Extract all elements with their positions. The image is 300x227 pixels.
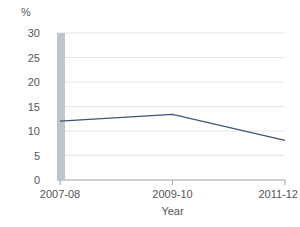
grid-line	[57, 82, 285, 83]
y-tick-label: 0	[34, 174, 40, 186]
grid-line	[57, 180, 285, 181]
x-tick	[285, 180, 286, 185]
x-tick-label: 2009-10	[152, 188, 192, 200]
chart: 0 5 10 15 20 25 30 2007-08 2009-10 2011-12% Year	[0, 0, 300, 227]
data-line	[60, 114, 285, 140]
y-tick-label: 25	[28, 52, 40, 64]
x-tick-label: 2007-08	[40, 188, 80, 200]
plot-area	[60, 114, 285, 140]
axis-band	[57, 33, 65, 180]
y-tick-label: 10	[28, 125, 40, 137]
grid-line	[57, 155, 285, 156]
axis-band-stripe	[60, 33, 61, 180]
x-axis-label: Year	[161, 205, 184, 217]
x-tick	[172, 180, 173, 185]
chart-container: 0 5 10 15 20 25 30 2007-08 2009-10 2011-12% Year	[0, 0, 300, 227]
x-tick-label: 2011-12	[258, 188, 298, 200]
grid-line	[57, 131, 285, 132]
axis-band-stripe	[62, 33, 63, 180]
axis-band-stripe	[64, 33, 65, 180]
y-tick-label: 5	[34, 150, 40, 162]
y-axis-label: %	[21, 6, 31, 18]
grid-line	[57, 106, 285, 107]
x-tick	[60, 180, 61, 185]
axis-band-stripe	[58, 33, 59, 180]
y-tick-label: 15	[28, 101, 40, 113]
grid-line	[57, 57, 285, 58]
y-tick-label: 20	[28, 76, 40, 88]
y-tick-label: 30	[28, 27, 40, 39]
grid-line	[57, 33, 285, 34]
